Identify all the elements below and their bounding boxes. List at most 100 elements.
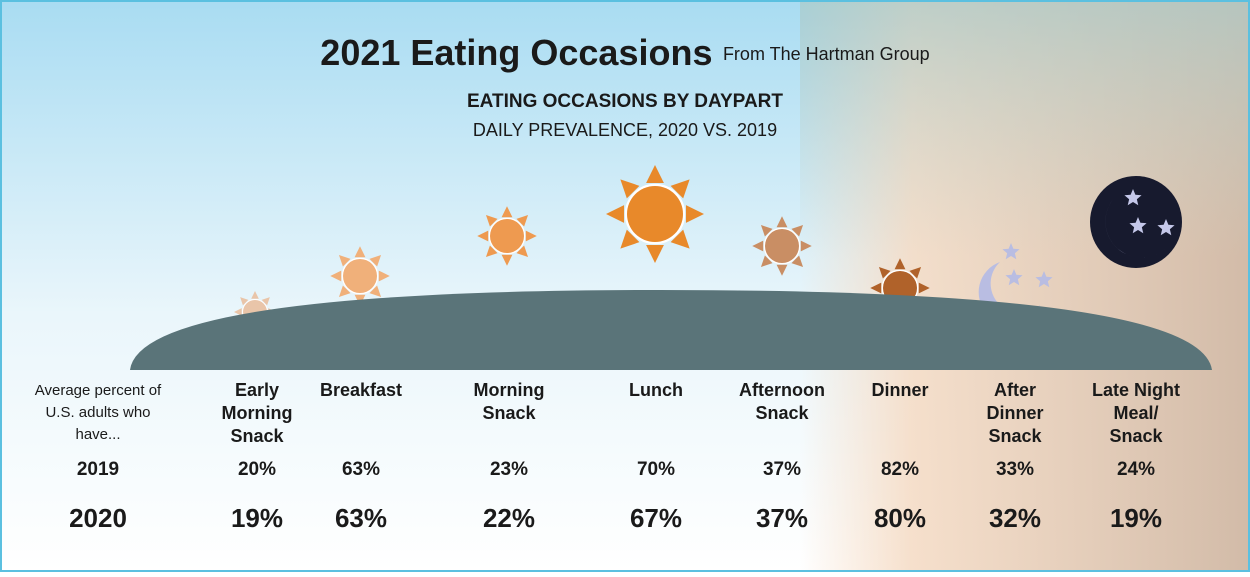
sun-core [765,229,799,263]
column-header: Snack [482,403,536,423]
sun-ray [878,266,891,279]
sun-core [627,186,683,242]
cell-value: 20% [238,459,276,480]
sun-ray [870,282,882,294]
sun-ray [752,240,764,252]
column-header: Dinner [986,403,1043,423]
cell-value: 19% [231,503,283,533]
column-header: Lunch [629,380,683,400]
table: Average percent of U.S. adults who have...… [35,380,1180,533]
sun-ray [791,224,804,237]
sun [330,246,390,306]
sun-core [490,219,524,253]
cell-value: 22% [483,503,535,533]
column-header: Late Night [1092,380,1180,400]
sun [752,216,812,276]
sun-ray [330,270,342,282]
sun-ray [369,285,382,298]
sun-ray [606,205,625,223]
sun-ray [670,229,690,249]
row-label: 2019 [77,459,119,480]
sun-ray [776,216,788,228]
sun-ray [894,258,906,270]
star [1157,219,1175,236]
night-moon [1090,176,1182,268]
cell-value: 33% [996,459,1034,480]
hill [130,290,1212,370]
cell-value: 63% [342,459,380,480]
cell-value: 37% [756,503,808,533]
cell-value: 70% [637,459,675,480]
sun-ray [338,285,351,298]
sun [477,206,537,266]
star [1129,217,1147,234]
sun-ray [516,214,529,227]
sun-ray [760,255,773,268]
title: 2021 Eating Occasions [320,32,712,73]
source: From The Hartman Group [723,44,930,64]
sun-ray [800,240,812,252]
subtitle-2: DAILY PREVALENCE, 2020 VS. 2019 [473,120,777,140]
row-label: 2020 [69,503,127,533]
sun-ray [485,245,498,258]
sun-ray [791,255,804,268]
sun-ray [501,254,513,266]
sun-ray [354,246,366,258]
column-header: Morning [222,403,293,423]
column-header: Dinner [871,380,928,400]
sun-ray [525,230,537,242]
column-header: After [994,380,1036,400]
row-header: U.S. adults who [45,404,150,421]
sun-ray [251,291,259,299]
sun-ray [620,229,640,249]
cell-value: 63% [335,503,387,533]
cell-value: 23% [490,459,528,480]
title-line: 2021 Eating Occasions From The Hartman G… [320,32,929,73]
column-header: Snack [988,426,1042,446]
cell-value: 24% [1117,459,1155,480]
column-header: Morning [474,380,545,400]
row-header: have... [75,426,120,443]
sun-ray [234,308,242,316]
sun-ray [501,206,513,218]
column-header: Early [235,380,279,400]
sun-ray [369,254,382,267]
sun-ray [378,270,390,282]
dusk-shade [800,1,1249,571]
cell-value: 67% [630,503,682,533]
column-header: Afternoon [739,380,825,400]
cell-value: 37% [763,459,801,480]
sun-ray [760,224,773,237]
subtitle: EATING OCCASIONS BY DAYPART [467,91,783,112]
sun-ray [918,282,930,294]
cell-value: 82% [881,459,919,480]
sun-ray [516,245,529,258]
sun-ray [261,297,270,306]
star [1124,189,1142,206]
sun-ray [646,244,664,263]
sun-ray [646,165,664,184]
sun-ray [477,230,489,242]
column-header: Meal/ [1113,403,1158,423]
column-header: Snack [755,403,809,423]
star [1005,269,1023,286]
cell-value: 32% [989,503,1041,533]
column-header: Snack [1109,426,1163,446]
sun-ray [338,254,351,267]
column-header: Snack [230,426,284,446]
sun-ray [240,297,249,306]
sun-ray [776,264,788,276]
sun-ray [670,179,690,199]
cell-value: 19% [1110,503,1162,533]
row-header: Average percent of [35,382,162,399]
star [1035,271,1053,288]
sun-ray [685,205,704,223]
sun-ray [909,266,922,279]
star [1002,243,1020,260]
sun-core [343,259,377,293]
sun-ray [620,179,640,199]
column-header: Breakfast [320,380,402,400]
sun [606,165,704,263]
